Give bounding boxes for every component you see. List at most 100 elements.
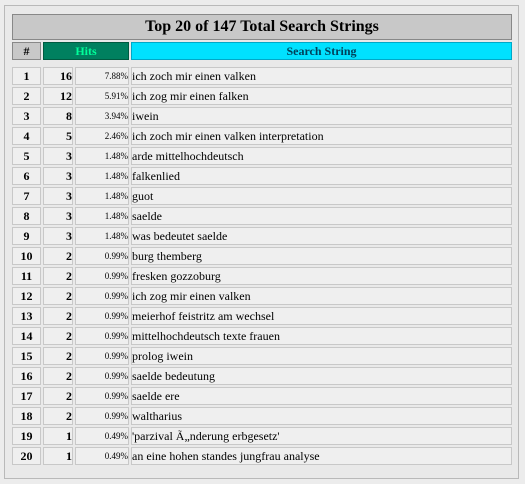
hits-cell: 12 <box>43 87 73 105</box>
percent-cell: 1.48% <box>75 227 129 245</box>
search-string-column-header: Search String <box>131 42 512 60</box>
percent-cell: 0.99% <box>75 387 129 405</box>
table-row: 8 3 1.48% saelde <box>12 207 512 225</box>
hits-cell: 3 <box>43 227 73 245</box>
rank-column-header: # <box>12 42 41 60</box>
search-string-cell: ich zog mir einen valken <box>131 287 512 305</box>
rank-cell: 17 <box>12 387 41 405</box>
search-string-cell: ich zog mir einen falken <box>131 87 512 105</box>
rank-cell: 4 <box>12 127 41 145</box>
percent-cell: 3.94% <box>75 107 129 125</box>
percent-cell: 0.99% <box>75 247 129 265</box>
search-string-cell: waltharius <box>131 407 512 425</box>
rank-cell: 20 <box>12 447 41 465</box>
rank-cell: 14 <box>12 327 41 345</box>
percent-cell: 0.99% <box>75 407 129 425</box>
rank-cell: 7 <box>12 187 41 205</box>
table-row: 10 2 0.99% burg themberg <box>12 247 512 265</box>
hits-cell: 2 <box>43 267 73 285</box>
hits-cell: 16 <box>43 67 73 85</box>
hits-cell: 2 <box>43 387 73 405</box>
rank-cell: 5 <box>12 147 41 165</box>
table-row: 16 2 0.99% saelde bedeutung <box>12 367 512 385</box>
percent-cell: 0.99% <box>75 307 129 325</box>
hits-cell: 2 <box>43 327 73 345</box>
percent-cell: 0.99% <box>75 267 129 285</box>
table-row: 5 3 1.48% arde mittelhochdeutsch <box>12 147 512 165</box>
hits-cell: 2 <box>43 367 73 385</box>
table-row: 1 16 7.88% ich zoch mir einen valken <box>12 67 512 85</box>
table-row: 15 2 0.99% prolog iwein <box>12 347 512 365</box>
table-row: 9 3 1.48% was bedeutet saelde <box>12 227 512 245</box>
stats-panel: Top 20 of 147 Total Search Strings # Hit… <box>4 5 519 479</box>
hits-cell: 8 <box>43 107 73 125</box>
rank-cell: 12 <box>12 287 41 305</box>
search-string-cell: saelde ere <box>131 387 512 405</box>
search-string-cell: saelde bedeutung <box>131 367 512 385</box>
hits-cell: 3 <box>43 167 73 185</box>
rank-cell: 6 <box>12 167 41 185</box>
rank-cell: 15 <box>12 347 41 365</box>
percent-cell: 1.48% <box>75 147 129 165</box>
hits-cell: 2 <box>43 347 73 365</box>
table-row: 18 2 0.99% waltharius <box>12 407 512 425</box>
percent-cell: 0.99% <box>75 287 129 305</box>
search-string-cell: falkenlied <box>131 167 512 185</box>
percent-cell: 5.91% <box>75 87 129 105</box>
table-row: 4 5 2.46% ich zoch mir einen valken interpr… <box>12 127 512 145</box>
search-string-cell: was bedeutet saelde <box>131 227 512 245</box>
hits-column-header: Hits <box>43 42 129 60</box>
hits-cell: 3 <box>43 147 73 165</box>
hits-cell: 2 <box>43 307 73 325</box>
table-title: Top 20 of 147 Total Search Strings <box>12 14 512 40</box>
percent-cell: 2.46% <box>75 127 129 145</box>
table-row: 19 1 0.49%'parzival Ã„nderung erbgesetz' <box>12 427 512 445</box>
table-row: 13 2 0.99% meierhof feistritz am wechsel <box>12 307 512 325</box>
percent-cell: 1.48% <box>75 207 129 225</box>
hits-cell: 3 <box>43 207 73 225</box>
search-strings-table: Top 20 of 147 Total Search Strings # Hit… <box>10 12 514 467</box>
search-string-cell: 'parzival Ã„nderung erbgesetz' <box>131 427 512 445</box>
table-row: 3 8 3.94% iwein <box>12 107 512 125</box>
hits-cell: 1 <box>43 447 73 465</box>
rank-cell: 18 <box>12 407 41 425</box>
search-string-cell: ich zoch mir einen valken <box>131 67 512 85</box>
percent-cell: 0.99% <box>75 327 129 345</box>
rank-cell: 8 <box>12 207 41 225</box>
header-row: # Hits Search String <box>12 42 512 60</box>
rank-cell: 9 <box>12 227 41 245</box>
search-string-cell: fresken gozzoburg <box>131 267 512 285</box>
hits-cell: 2 <box>43 407 73 425</box>
hits-cell: 1 <box>43 427 73 445</box>
search-string-cell: guot <box>131 187 512 205</box>
percent-cell: 0.99% <box>75 367 129 385</box>
rank-cell: 16 <box>12 367 41 385</box>
percent-cell: 1.48% <box>75 187 129 205</box>
table-row: 7 3 1.48% guot <box>12 187 512 205</box>
rank-cell: 2 <box>12 87 41 105</box>
search-string-cell: burg themberg <box>131 247 512 265</box>
search-string-cell: iwein <box>131 107 512 125</box>
search-string-cell: arde mittelhochdeutsch <box>131 147 512 165</box>
rank-cell: 19 <box>12 427 41 445</box>
table-row: 20 1 0.49% an eine hohen standes jungfrau a… <box>12 447 512 465</box>
percent-cell: 0.99% <box>75 347 129 365</box>
table-row: 11 2 0.99% fresken gozzoburg <box>12 267 512 285</box>
rank-cell: 3 <box>12 107 41 125</box>
table-row: 14 2 0.99% mittelhochdeutsch texte frauen <box>12 327 512 345</box>
rank-cell: 1 <box>12 67 41 85</box>
hits-cell: 2 <box>43 247 73 265</box>
rank-cell: 11 <box>12 267 41 285</box>
table-row: 17 2 0.99% saelde ere <box>12 387 512 405</box>
hits-cell: 5 <box>43 127 73 145</box>
search-string-cell: prolog iwein <box>131 347 512 365</box>
percent-cell: 0.49% <box>75 447 129 465</box>
rank-cell: 13 <box>12 307 41 325</box>
table-row: 6 3 1.48% falkenlied <box>12 167 512 185</box>
percent-cell: 1.48% <box>75 167 129 185</box>
search-string-cell: saelde <box>131 207 512 225</box>
table-row: 12 2 0.99% ich zog mir einen valken <box>12 287 512 305</box>
percent-cell: 0.49% <box>75 427 129 445</box>
search-string-cell: an eine hohen standes jungfrau analyse <box>131 447 512 465</box>
search-string-cell: ich zoch mir einen valken interpretation <box>131 127 512 145</box>
